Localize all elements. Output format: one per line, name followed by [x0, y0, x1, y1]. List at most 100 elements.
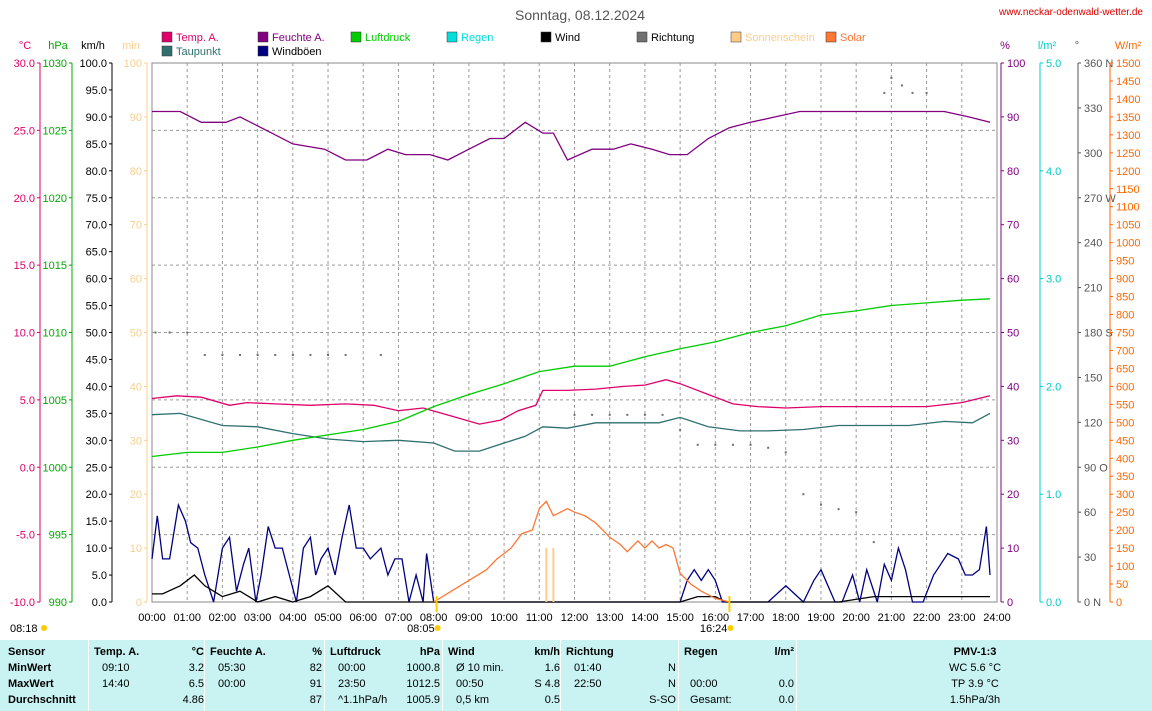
series-point-richtung — [925, 91, 928, 94]
series-point-richtung — [802, 493, 805, 496]
grid-lines — [151, 62, 998, 603]
right-axis-tick-label: 100 — [1007, 58, 1025, 70]
left-axis-tick-label: 25.0 — [14, 125, 35, 137]
x-tick-label: 19:00 — [807, 612, 835, 624]
x-tick-label: 00:00 — [138, 612, 166, 624]
right-axis-tick-label: 1100 — [1116, 202, 1140, 214]
series-point-richtung — [855, 511, 858, 514]
left-axis-tick-label: 30.0 — [14, 58, 35, 70]
right-axis-unit: % — [1000, 40, 1010, 52]
table-cell: 1012.5 — [406, 678, 440, 690]
legend-swatch — [446, 31, 458, 43]
left-axis-tick-label: 15.0 — [86, 516, 107, 528]
table-cell: N — [668, 662, 676, 674]
left-axis-tick-label: 40.0 — [86, 381, 107, 393]
table-header: Regen — [684, 646, 718, 658]
left-axis-tick-label: 55.0 — [86, 301, 107, 313]
series-point-richtung — [309, 353, 312, 356]
table-cell: S 4.8 — [534, 678, 560, 690]
table-separator — [560, 640, 561, 711]
table-header: Luftdruck — [330, 646, 381, 658]
right-axis-tick-label: 0 N — [1084, 597, 1101, 609]
right-axis-tick-label: 1000 — [1116, 238, 1140, 250]
series-point-richtung — [890, 76, 893, 79]
x-tick-label: 07:00 — [385, 612, 413, 624]
table-cell: 05:30 — [218, 662, 246, 674]
right-axis-tick-label: 750 — [1116, 328, 1134, 340]
x-tick-label: 11:00 — [526, 612, 553, 624]
right-axis-tick-label: 30 — [1007, 435, 1019, 447]
left-axis-tick-label: 10.0 — [86, 543, 107, 555]
x-tick-label: 10:00 — [490, 612, 518, 624]
left-axis-tick-label: 20 — [130, 489, 142, 501]
left-axis-unit: hPa — [48, 40, 68, 52]
right-axis-tick-label: 120 — [1084, 417, 1102, 429]
table-separator — [678, 640, 679, 711]
table-cell: 82 — [309, 662, 322, 674]
table-header-unit: l/m² — [774, 646, 794, 658]
legend-label: Luftdruck — [365, 32, 411, 44]
chart-legend: Temp. A. Taupunkt Feuchte A. Windböen Luftdr… — [161, 31, 866, 58]
x-tick-label: 01:00 — [173, 612, 201, 624]
legend-label: Regen — [461, 32, 493, 44]
right-axis-tick-label: 1300 — [1116, 130, 1140, 142]
table-cell: 0.0 — [778, 694, 794, 706]
left-axis-tick-label: 35.0 — [86, 408, 107, 420]
right-axis-tick-label: 250 — [1116, 507, 1134, 519]
table-cell: 1000.8 — [406, 662, 440, 674]
series-point-richtung — [573, 413, 576, 416]
left-axis-tick-label: 80.0 — [86, 166, 107, 178]
series-point-richtung — [327, 353, 330, 356]
table-row-label: MinWert — [8, 662, 52, 674]
website-link[interactable]: www.neckar-odenwald-wetter.de — [998, 7, 1143, 18]
left-axis-tick-label: 0.0 — [92, 597, 107, 609]
series-point-richtung — [344, 353, 347, 356]
left-axis-tick-label: 1010 — [43, 328, 67, 340]
table-cell: 09:10 — [102, 662, 130, 674]
table-cell: TP 3.9 °C — [951, 678, 999, 690]
right-axis-tick-label: 600 — [1116, 381, 1134, 393]
right-axis-tick-label: 150 — [1116, 543, 1134, 555]
right-axis-tick-label: 180 S — [1084, 328, 1113, 340]
left-axis-tick-label: 10 — [130, 543, 142, 555]
series-point-richtung — [274, 353, 277, 356]
right-axis-unit: l/m² — [1038, 40, 1057, 52]
x-tick-label: 16:00 — [702, 612, 730, 624]
right-axis-tick-label: 60 — [1007, 274, 1019, 286]
table-cell: 14:40 — [102, 678, 130, 690]
table-cell: 3.2 — [188, 662, 204, 674]
right-axis-tick-label: 3.0 — [1046, 274, 1061, 286]
legend-label: Sonnenschein — [745, 32, 815, 44]
sun-icon — [41, 625, 47, 631]
right-axis-tick-label: 150 — [1084, 372, 1102, 384]
left-axis-tick-label: 70.0 — [86, 220, 107, 232]
x-tick-label: 22:00 — [913, 612, 941, 624]
right-axis-tick-label: 270 W — [1084, 193, 1116, 205]
x-tick-label: 24:00 — [983, 612, 1011, 624]
left-axis-tick-label: 1020 — [43, 193, 67, 205]
right-axis-tick-label: 1500 — [1116, 58, 1140, 70]
table-header: Wind — [448, 646, 475, 658]
legend-swatch — [161, 45, 173, 57]
left-axis-tick-label: 0.0 — [20, 462, 35, 474]
table-cell: 00:50 — [456, 678, 484, 690]
left-axis-unit: km/h — [81, 40, 105, 52]
legend-label: Solar — [840, 32, 866, 44]
legend-label: Temp. A. — [176, 32, 219, 44]
left-axis-tick-label: 5.0 — [92, 570, 107, 582]
table-cell: 1005.9 — [406, 694, 440, 706]
left-axis-tick-label: 45.0 — [86, 354, 107, 366]
table-separator — [442, 640, 443, 711]
right-axis-tick-label: 1200 — [1116, 166, 1140, 178]
table-header-unit: km/h — [534, 646, 560, 658]
series-point-richtung — [731, 443, 734, 446]
sun-icon — [434, 625, 441, 631]
right-axis-tick-label: 550 — [1116, 399, 1134, 411]
table-cell: Gesamt: — [690, 694, 732, 706]
table-header: Feuchte A. — [210, 646, 266, 658]
right-axis-tick-label: 0 — [1007, 597, 1013, 609]
series-line-solar — [433, 500, 730, 603]
right-axis-tick-label: 20 — [1007, 489, 1019, 501]
chart-title: Sonntag, 08.12.2024 — [515, 7, 645, 23]
table-header: PMV-1:3 — [953, 646, 997, 658]
